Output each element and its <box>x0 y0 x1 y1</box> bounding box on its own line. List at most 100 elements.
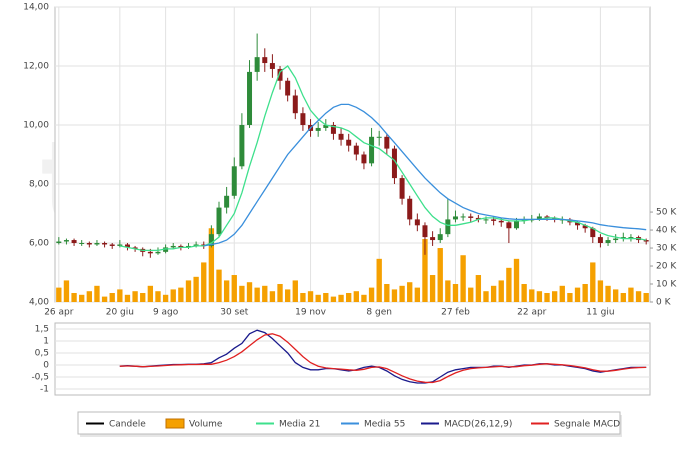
y-tick-label: 14,00 <box>23 3 49 13</box>
volume-bar <box>361 294 367 302</box>
candle-body <box>338 133 344 140</box>
candle-body <box>231 166 237 196</box>
y-tick-label: 1,5 <box>35 325 49 335</box>
volume-bar <box>628 287 634 302</box>
volume-bar <box>559 285 565 302</box>
volume-bar <box>124 294 131 302</box>
y2-tick-label: 10 K <box>656 280 677 290</box>
candle-body <box>620 237 626 239</box>
volume-bar <box>284 289 291 302</box>
candle-body <box>544 216 550 218</box>
candle-body <box>224 195 230 208</box>
volume-bar <box>521 284 527 302</box>
x-tick-label: 27 feb <box>441 308 470 318</box>
candle-body <box>376 136 382 138</box>
candle-body <box>185 245 191 248</box>
candle-body <box>132 247 138 249</box>
candle-body <box>361 154 367 164</box>
candle-body <box>346 139 352 146</box>
volume-bar <box>529 289 535 302</box>
candle-body <box>590 228 596 238</box>
candle-body <box>605 240 611 243</box>
volume-bar <box>506 267 512 302</box>
legend-label: Volume <box>189 420 223 430</box>
legend-label: MACD(26,12,9) <box>444 420 512 430</box>
volume-bar <box>94 285 100 302</box>
candle-body <box>437 234 443 241</box>
candle-body <box>109 244 115 246</box>
x-tick-label: 9 ago <box>153 308 179 318</box>
x-tick-label: 20 giu <box>106 308 134 318</box>
candle-body <box>430 237 436 241</box>
volume-bar <box>185 280 192 302</box>
candle-body <box>285 80 291 96</box>
volume-bar <box>277 284 283 302</box>
y-tick-label: 6,00 <box>29 239 49 249</box>
candle-body <box>330 125 336 134</box>
x-tick-label: 26 apr <box>44 308 74 318</box>
y2-tick-label: 50 K <box>656 208 677 218</box>
volume-bar <box>498 280 504 302</box>
volume-bar <box>635 291 642 302</box>
volume-bar <box>452 284 459 302</box>
volume-bar <box>231 275 237 302</box>
candle-body <box>399 178 405 199</box>
volume-bar <box>483 291 489 302</box>
candle-body <box>460 216 466 218</box>
candle-body <box>124 244 130 248</box>
candle-body <box>483 219 489 221</box>
candle-body <box>170 245 176 248</box>
volume-bar <box>590 262 596 302</box>
volume-bar <box>155 291 161 302</box>
volume-bar <box>429 275 436 302</box>
volume-bar <box>132 291 138 302</box>
volume-bar <box>71 293 77 302</box>
legend-label: Candele <box>109 420 146 430</box>
candle-body <box>414 219 420 226</box>
volume-bar <box>216 269 222 302</box>
legend-label: Media 21 <box>279 420 320 430</box>
volume-bar <box>79 294 85 302</box>
volume-bar <box>246 282 253 302</box>
volume-bar <box>620 293 626 302</box>
volume-bar <box>544 293 550 302</box>
x-tick-label: 19 nov <box>295 308 327 318</box>
candle-body <box>575 222 581 226</box>
candle-body <box>407 198 413 220</box>
candle-body <box>208 234 214 246</box>
candle-body <box>277 68 283 81</box>
y-tick-label: -0,5 <box>31 373 49 383</box>
volume-bar <box>551 291 558 302</box>
y-tick-label: -1 <box>40 385 49 395</box>
volume-bar <box>536 291 543 302</box>
volume-bar <box>239 285 245 302</box>
y2-tick-label: 20 K <box>656 262 677 272</box>
candle-body <box>247 71 253 125</box>
volume-bar <box>56 287 62 302</box>
volume-bar <box>269 291 276 302</box>
volume-bar <box>292 280 298 302</box>
volume-bar <box>300 293 306 302</box>
line-series <box>203 103 647 247</box>
volume-bar <box>513 258 520 302</box>
volume-bar <box>323 293 329 302</box>
candle-body <box>201 244 207 246</box>
candle-body <box>468 216 474 218</box>
candle-body <box>292 95 298 114</box>
volume-bar <box>162 294 169 302</box>
volume-bar <box>368 287 375 302</box>
volume-bar <box>307 291 314 302</box>
volume-bar <box>490 285 497 302</box>
candle-body <box>613 238 619 241</box>
volume-bar <box>582 284 588 302</box>
volume-bar <box>460 255 466 302</box>
volume-bar <box>407 282 413 302</box>
candle-body <box>391 148 397 179</box>
volume-bar <box>567 293 573 302</box>
candle-body <box>300 113 306 125</box>
candle-body <box>71 240 77 243</box>
line-series <box>119 333 647 384</box>
y-tick-label: 1 <box>43 337 49 347</box>
volume-bar <box>262 285 268 302</box>
